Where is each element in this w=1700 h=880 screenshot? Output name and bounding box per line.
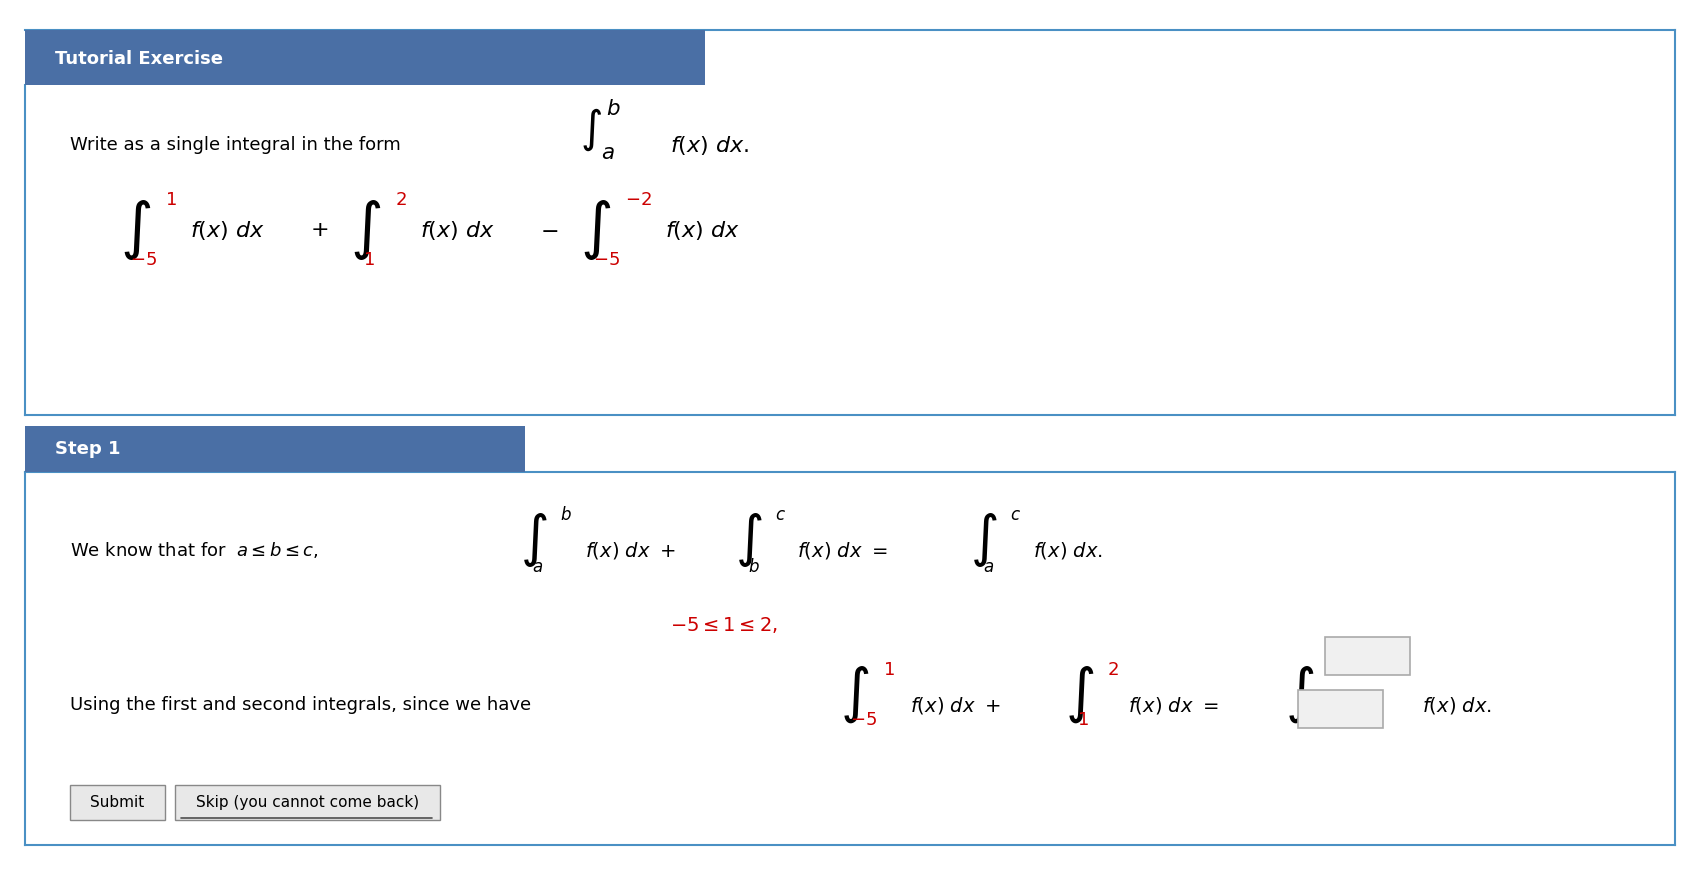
FancyBboxPatch shape [1299,690,1384,728]
Text: Submit: Submit [90,795,144,810]
Text: $\int$: $\int$ [520,511,547,569]
Text: $b$: $b$ [748,558,760,576]
Text: $-$: $-$ [541,220,558,240]
Text: $2$: $2$ [394,191,406,209]
Text: $f(x)\ dx\ =$: $f(x)\ dx\ =$ [1129,694,1219,715]
Text: Step 1: Step 1 [54,440,121,458]
Text: Skip (you cannot come back): Skip (you cannot come back) [196,795,420,810]
Text: $f(x)\ dx\ +$: $f(x)\ dx\ +$ [910,694,1000,715]
FancyBboxPatch shape [175,785,440,820]
Text: $a$: $a$ [532,558,542,576]
FancyBboxPatch shape [26,30,706,85]
Text: $f(x)\ dx.$: $f(x)\ dx.$ [1421,694,1493,715]
Text: $\int_a^b$: $\int_a^b$ [580,98,620,162]
Text: $f(x)\ dx.$: $f(x)\ dx.$ [1034,539,1103,561]
FancyBboxPatch shape [70,785,165,820]
Text: $-5$: $-5$ [593,251,620,269]
Text: Tutorial Exercise: Tutorial Exercise [54,49,223,68]
Text: $-2$: $-2$ [626,191,651,209]
Text: $f(x)\ dx\ +$: $f(x)\ dx\ +$ [585,539,675,561]
Text: $\int$: $\int$ [734,511,763,569]
Text: $2$: $2$ [1107,661,1119,679]
Text: $+$: $+$ [309,220,328,240]
Text: $\int$: $\int$ [1064,664,1095,725]
Text: $f(x)\ dx\ =$: $f(x)\ dx\ =$ [797,539,887,561]
Text: $1$: $1$ [882,661,894,679]
Text: $\int$: $\int$ [580,198,612,262]
Text: $f(x)\ dx$: $f(x)\ dx$ [420,218,495,241]
Text: $-5 \leq 1 \leq 2,$: $-5 \leq 1 \leq 2,$ [670,615,777,635]
Text: Write as a single integral in the form: Write as a single integral in the form [70,136,401,154]
Text: $1$: $1$ [165,191,177,209]
Text: $f(x)\ dx$: $f(x)\ dx$ [190,218,265,241]
Text: $\int$: $\int$ [1285,664,1314,725]
FancyBboxPatch shape [26,426,525,472]
Text: Using the first and second integrals, since we have: Using the first and second integrals, si… [70,696,530,714]
Text: $1$: $1$ [364,251,374,269]
Text: $\int$: $\int$ [971,511,998,569]
Text: $f(x)\ dx.$: $f(x)\ dx.$ [670,134,750,157]
Text: $b$: $b$ [559,506,571,524]
Text: $c$: $c$ [1010,506,1022,524]
Text: $-5$: $-5$ [850,711,877,729]
Text: $\int$: $\int$ [350,198,381,262]
Text: $-5$: $-5$ [129,251,156,269]
FancyBboxPatch shape [1324,637,1409,675]
Text: $f(x)\ dx$: $f(x)\ dx$ [665,218,740,241]
Text: $\int$: $\int$ [840,664,869,725]
Text: $1$: $1$ [1078,711,1088,729]
Text: $\int$: $\int$ [121,198,151,262]
Text: $c$: $c$ [775,506,785,524]
Text: We know that for  $a \leq b \leq c,$: We know that for $a \leq b \leq c,$ [70,540,320,560]
Text: $a$: $a$ [983,558,994,576]
